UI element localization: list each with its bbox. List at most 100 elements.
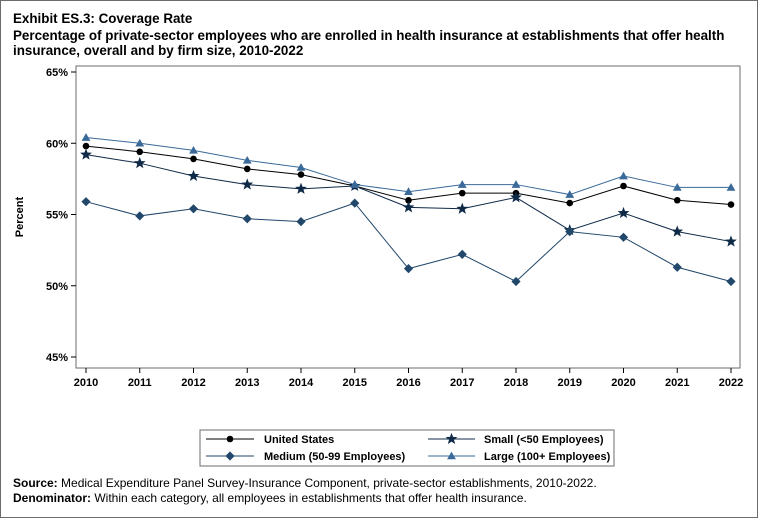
data-point	[726, 276, 736, 287]
data-point	[295, 182, 307, 194]
plot-area	[75, 65, 741, 369]
x-tick-label: 2021	[665, 377, 689, 389]
exhibit-title: Exhibit ES.3: Coverage Rate	[13, 11, 193, 26]
data-point	[243, 165, 251, 173]
source-text: Medical Expenditure Panel Survey-Insuran…	[61, 476, 597, 490]
legend-label: Small (<50 Employees)	[484, 434, 604, 446]
denominator-text: Within each category, all employees in e…	[94, 491, 527, 505]
legend-entry: Large (100+ Employees)	[428, 451, 611, 463]
data-point	[187, 169, 200, 182]
data-point	[672, 183, 682, 191]
legend-marker	[225, 451, 235, 461]
data-point	[671, 225, 684, 237]
data-point	[672, 262, 682, 272]
x-tick-label: 2010	[74, 377, 98, 389]
x-tick-label: 2018	[504, 377, 528, 389]
data-point	[80, 148, 92, 160]
data-point	[189, 145, 198, 154]
data-point	[188, 204, 199, 214]
data-point	[565, 227, 575, 237]
data-point	[617, 206, 630, 219]
chart-subtitle-line-2: insurance, overall and by firm size, 201…	[13, 43, 304, 58]
y-tick-label: 45%	[46, 352, 68, 364]
data-point	[133, 157, 146, 169]
series-layer	[80, 133, 737, 287]
denominator-label: Denominator:	[13, 491, 91, 505]
data-point	[135, 138, 145, 147]
data-point	[510, 191, 522, 203]
y-tick-label: 55%	[46, 210, 68, 222]
y-axis: 45% 50% 55% 60% 65%	[46, 67, 76, 364]
x-tick-label: 2020	[611, 377, 635, 389]
data-point	[727, 201, 735, 208]
legend-entry: United States	[206, 434, 334, 446]
x-tick-label: 2016	[396, 377, 420, 389]
data-point	[136, 148, 144, 156]
x-tick-label: 2015	[343, 377, 367, 389]
data-point	[241, 178, 254, 190]
data-point	[135, 211, 145, 221]
y-tick-label: 50%	[46, 281, 68, 293]
data-point	[350, 180, 360, 188]
data-point	[242, 155, 252, 164]
data-point	[405, 196, 412, 204]
data-point	[726, 183, 736, 191]
x-tick-label: 2022	[719, 377, 743, 389]
denominator-note: Denominator: Within each category, all e…	[13, 491, 527, 506]
data-point	[620, 182, 627, 190]
data-point	[618, 232, 629, 242]
data-point	[457, 180, 467, 188]
data-point	[619, 171, 628, 180]
series-line	[85, 145, 732, 206]
data-point	[402, 201, 415, 213]
data-point	[458, 189, 466, 197]
legend-label: Large (100+ Employees)	[484, 451, 611, 463]
source-label: Source:	[13, 476, 58, 490]
legend-marker	[226, 435, 234, 443]
source-note: Source: Medical Expenditure Panel Survey…	[13, 476, 597, 491]
legend-marker	[445, 432, 458, 445]
data-point	[297, 171, 305, 178]
legend-entry: Small (<50 Employees)	[428, 432, 604, 446]
y-tick-label: 65%	[46, 67, 68, 79]
data-point	[565, 190, 575, 198]
legend-marker	[447, 451, 456, 460]
x-tick-label: 2017	[450, 377, 474, 389]
data-point	[81, 133, 91, 141]
x-tick-label: 2012	[181, 377, 205, 389]
x-tick-label: 2014	[289, 377, 314, 389]
data-point	[456, 202, 469, 214]
legend-entry: Medium (50-99 Employees)	[206, 451, 406, 463]
series-3	[81, 133, 736, 198]
y-tick-label: 60%	[46, 138, 68, 150]
x-axis: 2010 2011 2012 2013 2014 2015 2016 2017 2018 2019…	[74, 368, 743, 389]
data-point	[511, 276, 521, 287]
legend-box	[199, 429, 615, 467]
y-axis-title: Percent	[14, 196, 26, 237]
series-0	[82, 142, 735, 208]
x-tick-label: 2011	[128, 377, 152, 389]
data-point	[566, 199, 574, 207]
data-point	[725, 235, 737, 247]
data-point	[404, 187, 413, 195]
series-line	[85, 137, 731, 196]
data-point	[82, 142, 90, 150]
x-tick-label: 2019	[558, 377, 582, 389]
data-point	[81, 197, 91, 207]
legend-label: Medium (50-99 Employees)	[264, 451, 406, 463]
data-point	[511, 180, 521, 188]
x-tick-label: 2013	[235, 377, 259, 389]
data-point	[242, 214, 252, 224]
data-point	[403, 264, 414, 274]
legend-label: United States	[264, 434, 334, 446]
data-point	[296, 217, 306, 227]
data-point	[457, 249, 467, 259]
series-2	[81, 197, 736, 287]
data-point	[350, 198, 360, 208]
chart-subtitle-line-1: Percentage of private-sector employees w…	[13, 28, 725, 43]
data-point	[296, 163, 306, 171]
legend: United States Small (<50 Employees) Medium…	[199, 429, 615, 467]
data-point	[190, 155, 197, 163]
data-point	[673, 196, 681, 204]
